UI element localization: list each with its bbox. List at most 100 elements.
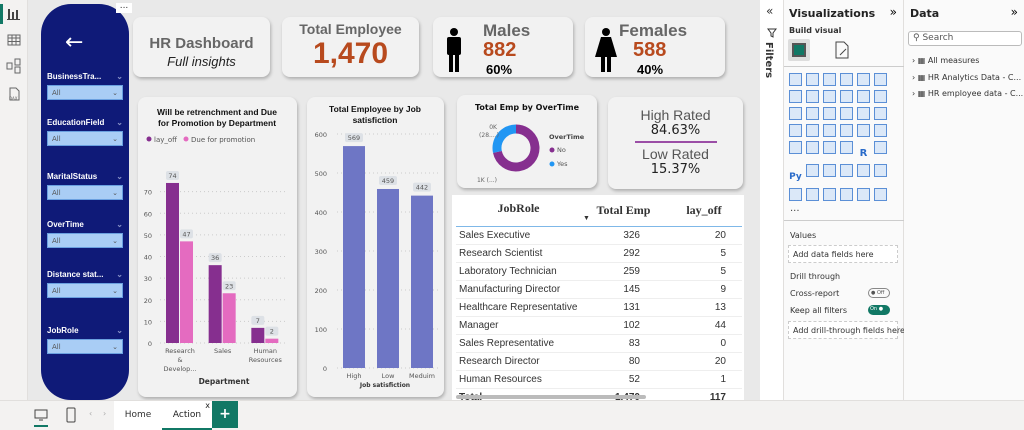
tab-home[interactable]: Home: [114, 401, 162, 430]
data-item-hr-employee[interactable]: › ▦ HR employee data - C...: [912, 89, 1024, 98]
visual-type-icon[interactable]: [823, 141, 836, 154]
table-row[interactable]: Manufacturing Director 145 9: [456, 281, 742, 299]
slicer-jobrole[interactable]: JobRole ⌄ All ⌄: [47, 326, 123, 354]
table-row[interactable]: Healthcare Representative 131 13: [456, 299, 742, 317]
data-search-input[interactable]: ⚲ Search: [908, 31, 1022, 46]
visual-type-icon[interactable]: [840, 141, 853, 154]
visual-type-icon[interactable]: [840, 188, 853, 201]
table-row[interactable]: Human Resources 52 1: [456, 371, 742, 389]
slicer-dropdown[interactable]: All ⌄: [47, 283, 123, 298]
slicer-dropdown[interactable]: All ⌄: [47, 185, 123, 200]
visual-type-icon[interactable]: [806, 141, 819, 154]
visual-type-icon[interactable]: [874, 90, 887, 103]
table-row[interactable]: Sales Executive 326 20: [456, 227, 742, 245]
visual-type-icon[interactable]: [840, 107, 853, 120]
drill-through-drop-zone[interactable]: Add drill-through fields here: [788, 321, 905, 339]
model-view-icon[interactable]: [6, 58, 22, 74]
visual-type-icon[interactable]: [789, 73, 802, 86]
build-visual-tab[interactable]: [788, 39, 810, 61]
slicer-marital-status[interactable]: MaritalStatus ⌄ All ⌄: [47, 172, 123, 200]
more-options-button[interactable]: ...: [116, 2, 132, 13]
chevron-down-icon[interactable]: ⌄: [116, 72, 123, 81]
visual-type-icon[interactable]: [874, 124, 887, 137]
visual-type-icon[interactable]: [874, 141, 887, 154]
visual-type-icon[interactable]: [789, 188, 802, 201]
table-view-icon[interactable]: [6, 32, 22, 48]
visual-type-icon[interactable]: [857, 188, 870, 201]
mobile-layout-icon[interactable]: [66, 407, 76, 423]
expand-icon[interactable]: »: [1010, 5, 1018, 19]
visual-type-icon[interactable]: [789, 90, 802, 103]
prev-page-icon[interactable]: ‹: [89, 409, 93, 418]
visual-type-icon[interactable]: [823, 90, 836, 103]
collapse-filters-icon[interactable]: «: [766, 4, 774, 18]
data-item-all-measures[interactable]: › ▦ All measures: [912, 56, 980, 65]
chevron-down-icon[interactable]: ⌄: [116, 220, 123, 229]
visual-type-icon[interactable]: [789, 141, 802, 154]
visual-type-icon[interactable]: [823, 164, 836, 177]
visual-type-icon[interactable]: R: [859, 148, 868, 159]
visual-type-icon[interactable]: [806, 107, 819, 120]
values-drop-zone[interactable]: Add data fields here: [788, 245, 898, 263]
slicer-distance-status[interactable]: Distance stat... ⌄ All ⌄: [47, 270, 123, 298]
visual-type-icon[interactable]: [857, 164, 870, 177]
data-item-hr-analytics[interactable]: › ▦ HR Analytics Data - C...: [912, 73, 1022, 82]
slicer-dropdown[interactable]: All ⌄: [47, 233, 123, 248]
visual-type-icon[interactable]: [823, 107, 836, 120]
visual-type-icon[interactable]: [874, 164, 887, 177]
add-page-button[interactable]: +: [212, 401, 238, 428]
visual-type-icon[interactable]: [840, 164, 853, 177]
desktop-layout-icon[interactable]: [34, 408, 48, 422]
chevron-down-icon[interactable]: ⌄: [116, 270, 123, 279]
visual-type-icon[interactable]: [874, 73, 887, 86]
slicer-dropdown[interactable]: All ⌄: [47, 131, 123, 146]
table-row[interactable]: Research Scientist 292 5: [456, 245, 742, 263]
visual-type-icon[interactable]: [874, 188, 887, 201]
visual-type-icon[interactable]: [789, 124, 802, 137]
visual-type-icon[interactable]: [806, 124, 819, 137]
dax-query-icon[interactable]: DAX: [6, 86, 22, 102]
chevron-down-icon[interactable]: ⌄: [116, 118, 123, 127]
slicer-education-field[interactable]: EducationField ⌄ All ⌄: [47, 118, 123, 146]
cross-report-toggle[interactable]: ● Off: [868, 288, 890, 298]
back-arrow-icon[interactable]: ←: [65, 30, 84, 55]
table-row[interactable]: Sales Representative 83 0: [456, 335, 742, 353]
col-header-jobrole[interactable]: JobRole: [497, 201, 540, 215]
visual-type-icon[interactable]: Py: [789, 172, 802, 182]
visual-type-icon[interactable]: [840, 124, 853, 137]
table-row[interactable]: Research Director 80 20: [456, 353, 742, 371]
filters-label[interactable]: Filters: [763, 42, 774, 79]
visual-type-icon[interactable]: [857, 124, 870, 137]
col-header-total-emp[interactable]: Total Emp ▼: [581, 195, 666, 227]
table-row[interactable]: Laboratory Technician 259 5: [456, 263, 742, 281]
next-page-icon[interactable]: ›: [103, 409, 107, 418]
visual-type-icon[interactable]: [806, 188, 819, 201]
slicer-overtime[interactable]: OverTime ⌄ All ⌄: [47, 220, 123, 248]
visual-type-icon[interactable]: [806, 90, 819, 103]
more-visuals[interactable]: ...: [790, 203, 800, 214]
expand-icon[interactable]: »: [889, 5, 897, 19]
jobsat-chart-card[interactable]: Total Employee by Job satisfiction 0 100 200…: [307, 97, 444, 397]
visual-type-icon[interactable]: [857, 107, 870, 120]
horizontal-scrollbar[interactable]: [456, 395, 646, 399]
overtime-chart-card[interactable]: Total Emp by OverTime 1K (...) 0K (28....) O…: [457, 95, 597, 188]
filters-pane-collapsed[interactable]: « Filters: [760, 0, 784, 400]
visual-type-icon[interactable]: [806, 164, 819, 177]
col-header-layoff[interactable]: lay_off: [686, 203, 722, 217]
visual-type-icon[interactable]: [874, 107, 887, 120]
visual-type-icon[interactable]: [840, 73, 853, 86]
visual-type-icon[interactable]: [806, 73, 819, 86]
chevron-down-icon[interactable]: ⌄: [116, 326, 123, 335]
slicer-dropdown[interactable]: All ⌄: [47, 339, 123, 354]
chevron-down-icon[interactable]: ⌄: [116, 172, 123, 181]
report-view-icon[interactable]: [6, 6, 22, 22]
visual-type-icon[interactable]: [789, 107, 802, 120]
visual-type-icon[interactable]: [823, 73, 836, 86]
visual-type-icon[interactable]: [857, 90, 870, 103]
tab-action[interactable]: Action x: [162, 401, 212, 430]
dept-chart-card[interactable]: Will be retrenchment and Due for Promotio…: [138, 97, 297, 397]
format-visual-icon[interactable]: [834, 41, 850, 59]
visual-type-icon[interactable]: [857, 73, 870, 86]
visual-type-icon[interactable]: [823, 124, 836, 137]
close-tab-icon[interactable]: x: [205, 401, 210, 410]
